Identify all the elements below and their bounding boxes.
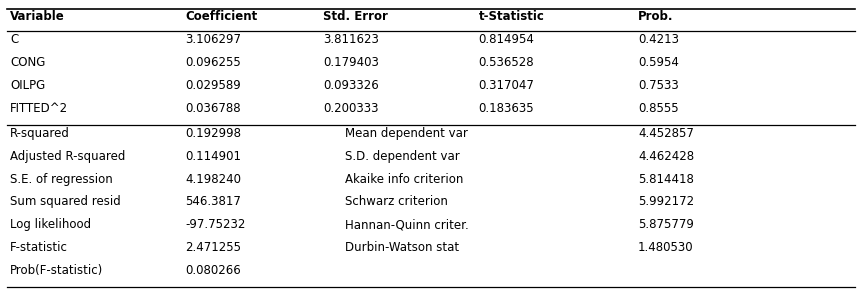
Text: 0.114901: 0.114901 <box>185 150 241 163</box>
Text: S.E. of regression: S.E. of regression <box>10 172 113 186</box>
Text: CONG: CONG <box>10 56 46 69</box>
Text: 0.183635: 0.183635 <box>478 102 534 115</box>
Text: 0.5954: 0.5954 <box>637 56 678 69</box>
Text: Log likelihood: Log likelihood <box>10 218 91 231</box>
Text: S.D. dependent var: S.D. dependent var <box>344 150 459 163</box>
Text: Mean dependent var: Mean dependent var <box>344 127 468 140</box>
Text: OILPG: OILPG <box>10 79 46 92</box>
Text: 3.106297: 3.106297 <box>185 33 241 46</box>
Text: Coefficient: Coefficient <box>185 11 257 23</box>
Text: Durbin-Watson stat: Durbin-Watson stat <box>344 241 458 254</box>
Text: Adjusted R-squared: Adjusted R-squared <box>10 150 126 163</box>
Text: 4.462428: 4.462428 <box>637 150 693 163</box>
Text: 3.811623: 3.811623 <box>323 33 379 46</box>
Text: 0.317047: 0.317047 <box>478 79 534 92</box>
Text: 0.8555: 0.8555 <box>637 102 678 115</box>
Text: 0.200333: 0.200333 <box>323 102 378 115</box>
Text: 0.080266: 0.080266 <box>185 264 241 277</box>
Text: 1.480530: 1.480530 <box>637 241 693 254</box>
Text: -97.75232: -97.75232 <box>185 218 245 231</box>
Text: Prob.: Prob. <box>637 11 672 23</box>
Text: 0.029589: 0.029589 <box>185 79 241 92</box>
Text: Variable: Variable <box>10 11 65 23</box>
Text: 5.875779: 5.875779 <box>637 218 693 231</box>
Text: Std. Error: Std. Error <box>323 11 387 23</box>
Text: 0.093326: 0.093326 <box>323 79 379 92</box>
Text: 5.992172: 5.992172 <box>637 195 693 208</box>
Text: 0.179403: 0.179403 <box>323 56 379 69</box>
Text: t-Statistic: t-Statistic <box>478 11 543 23</box>
Text: 0.036788: 0.036788 <box>185 102 241 115</box>
Text: 546.3817: 546.3817 <box>185 195 241 208</box>
Text: 4.198240: 4.198240 <box>185 172 241 186</box>
Text: Prob(F-statistic): Prob(F-statistic) <box>10 264 103 277</box>
Text: 4.452857: 4.452857 <box>637 127 693 140</box>
Text: Schwarz criterion: Schwarz criterion <box>344 195 447 208</box>
Text: 0.814954: 0.814954 <box>478 33 534 46</box>
Text: 0.192998: 0.192998 <box>185 127 241 140</box>
Text: Akaike info criterion: Akaike info criterion <box>344 172 462 186</box>
Text: C: C <box>10 33 19 46</box>
Text: R-squared: R-squared <box>10 127 70 140</box>
Text: 0.096255: 0.096255 <box>185 56 241 69</box>
Text: 2.471255: 2.471255 <box>185 241 241 254</box>
Text: 0.536528: 0.536528 <box>478 56 534 69</box>
Text: Hannan-Quinn criter.: Hannan-Quinn criter. <box>344 218 468 231</box>
Text: 0.4213: 0.4213 <box>637 33 678 46</box>
Text: 5.814418: 5.814418 <box>637 172 693 186</box>
Text: F-statistic: F-statistic <box>10 241 68 254</box>
Text: FITTED^2: FITTED^2 <box>10 102 68 115</box>
Text: 0.7533: 0.7533 <box>637 79 678 92</box>
Text: Sum squared resid: Sum squared resid <box>10 195 121 208</box>
